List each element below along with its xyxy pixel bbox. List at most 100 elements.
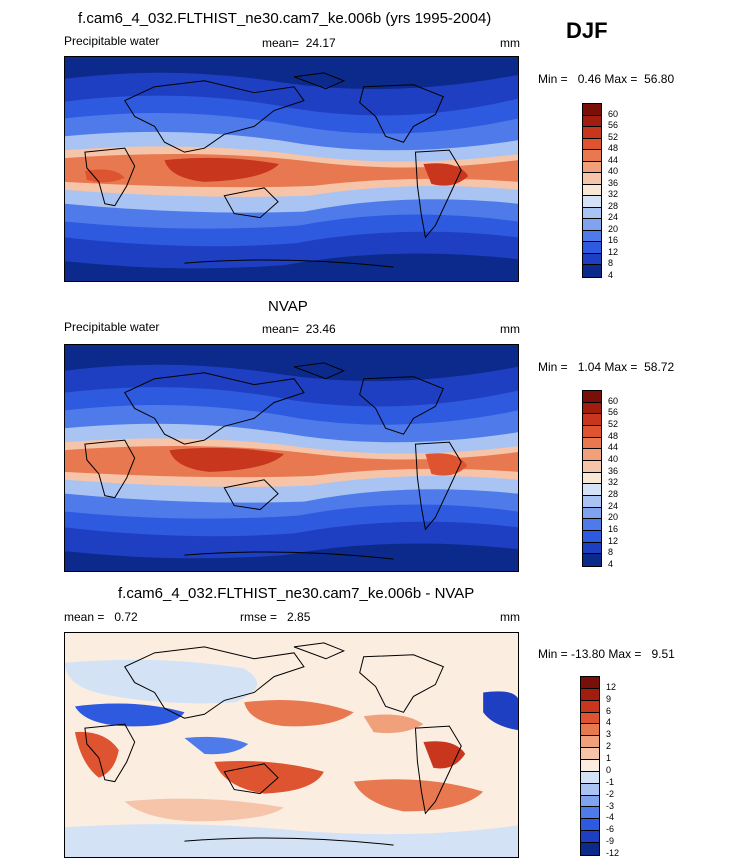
panel3-max-label: Max = [608,647,642,661]
panel1-colorbar [582,103,602,278]
colorbar-swatch [583,196,601,208]
panel1-min-value: 0.46 [577,72,602,86]
panel1-title: f.cam6_4_032.FLTHIST_ne30.cam7_ke.006b (… [78,10,492,27]
panel2-min-label: Min = [538,360,568,374]
panel3-units: mm [500,610,520,624]
colorbar-tick-label: 20 [608,223,619,234]
colorbar-swatch [583,460,601,473]
panel3-min-value: -13.80 [571,647,606,661]
panel2-variable: Precipitable water [64,320,160,334]
colorbar-tick-label: -3 [606,800,615,811]
colorbar-swatch [581,724,599,737]
colorbar-tick-label: 4 [608,270,614,280]
panel1-variable: Precipitable water [64,34,160,48]
colorbar-swatch [583,219,601,231]
panel1-minmax: Min = 0.46 Max = 56.80 [538,72,674,86]
colorbar-tick-label: -1 [606,776,615,787]
colorbar-tick-label: 12 [608,535,619,546]
panel2-units: mm [500,322,520,336]
colorbar-tick-label: 1 [606,753,612,764]
colorbar-swatch [581,712,599,725]
colorbar-tick-label: 24 [608,500,619,511]
colorbar-tick-label: 6 [606,705,612,716]
panel1-max-label: Max = [604,72,638,86]
colorbar-tick-label: 52 [608,131,619,142]
panel3-rmse: rmse = 2.85 [240,610,310,624]
colorbar-tick-label: 40 [608,166,619,177]
colorbar-swatch [583,507,601,520]
panel1-min-label: Min = [538,72,568,86]
panel2-colorbar [582,390,602,567]
panel2-mean: mean= 23.46 [262,322,336,336]
panel3-rmse-label: rmse = [240,610,278,624]
panel2-mean-label: mean= [262,322,300,336]
colorbar-swatch [583,484,601,496]
colorbar-swatch [583,104,601,116]
colorbar-tick-label: 48 [608,430,619,441]
panel3-min-label: Min = [538,647,568,661]
colorbar-tick-label: 56 [608,407,619,418]
panel3-mean: mean = 0.72 [64,610,138,624]
colorbar-tick-label: 40 [608,454,619,464]
season-label: DJF [566,18,608,43]
colorbar-swatch [583,554,601,566]
colorbar-swatch [581,736,599,749]
colorbar-swatch [581,771,599,784]
colorbar-swatch [583,391,601,403]
colorbar-swatch [583,207,601,220]
panel3-minmax: Min = -13.80 Max = 9.51 [538,647,675,661]
colorbar-tick-label: 2 [606,741,612,752]
colorbar-tick-label: 16 [608,235,619,246]
colorbar-tick-label: 4 [608,559,614,569]
panel2-max-value: 58.72 [644,360,675,374]
colorbar-swatch [581,831,599,844]
panel3-field [65,633,518,857]
panel3-title: f.cam6_4_032.FLTHIST_ne30.cam7_ke.006b -… [118,585,475,602]
panel1-max-value: 56.80 [644,72,675,86]
panel3-mean-value: 0.72 [114,610,138,624]
panel2-minmax: Min = 1.04 Max = 58.72 [538,360,674,374]
panel3-rmse-value: 2.85 [287,610,311,624]
colorbar-tick-label: 36 [608,465,619,476]
colorbar-swatch [583,230,601,243]
colorbar-tick-label: 0 [606,764,612,775]
panel1-mean-label: mean= [262,36,300,50]
colorbar-tick-label: -9 [606,836,615,847]
colorbar-swatch [583,265,601,277]
colorbar-tick-label: 4 [606,717,612,728]
colorbar-swatch [583,449,601,461]
colorbar-swatch [581,807,599,820]
colorbar-swatch [583,495,601,508]
colorbar-swatch [583,150,601,162]
colorbar-tick-label: -6 [606,824,615,835]
colorbar-swatch [583,253,601,266]
colorbar-swatch [583,472,601,485]
colorbar-swatch [583,530,601,543]
colorbar-tick-label: 60 [608,395,619,406]
colorbar-tick-label: -12 [606,848,620,858]
colorbar-swatch [581,748,599,761]
colorbar-tick-label: 16 [608,524,619,534]
colorbar-swatch [581,700,599,713]
panel2-map [64,344,519,572]
colorbar-tick-label: 8 [608,258,614,269]
panel2-mean-value: 23.46 [305,322,336,336]
colorbar-swatch [583,173,601,185]
colorbar-swatch [581,795,599,808]
colorbar-swatch [583,519,601,531]
colorbar-tick-label: 24 [608,212,619,223]
colorbar-swatch [583,437,601,450]
panel2-title: NVAP [268,298,308,315]
panel1-units: mm [500,36,520,50]
panel3-mean-label: mean = [64,610,105,624]
colorbar-tick-label: 36 [608,177,619,188]
colorbar-tick-label: 3 [606,729,612,740]
colorbar-swatch [583,542,601,555]
colorbar-tick-label: 32 [608,477,619,488]
colorbar-swatch [583,402,601,415]
colorbar-tick-label: 44 [608,442,619,453]
panel2-max-label: Max = [604,360,638,374]
panel1-mean: mean= 24.17 [262,36,336,50]
colorbar-tick-label: -2 [606,788,615,799]
colorbar-swatch [583,127,601,139]
